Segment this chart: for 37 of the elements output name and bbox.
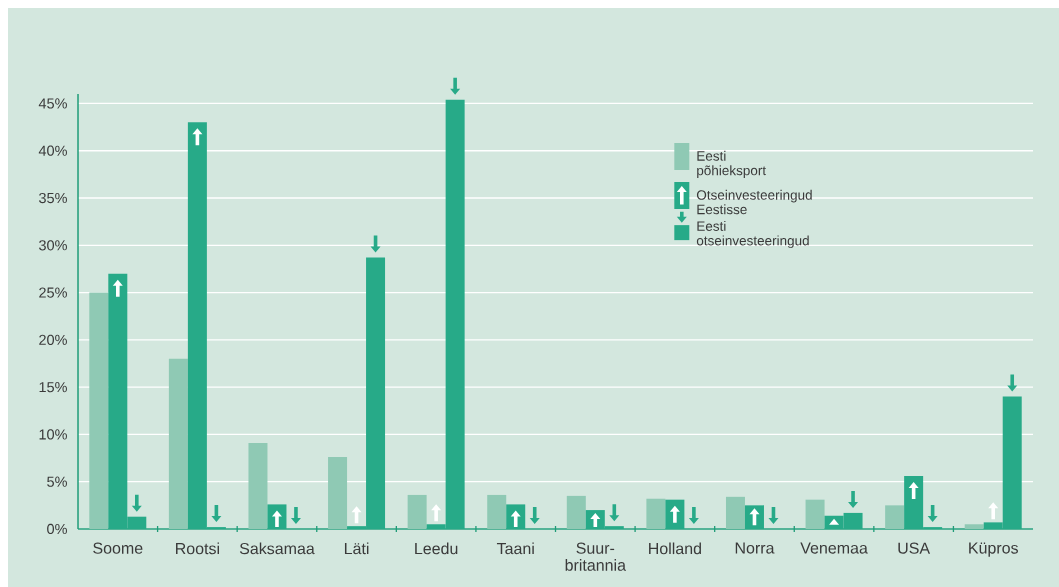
y-tick-label: 30% bbox=[39, 240, 67, 251]
x-tick-label: Saksamaa bbox=[239, 542, 315, 555]
bar bbox=[168, 358, 188, 529]
x-tick-label: Taani bbox=[496, 542, 534, 555]
x-tick-label: Norra bbox=[735, 542, 775, 554]
y-tick-label: 40% bbox=[38, 145, 67, 156]
y-tick-label: 20% bbox=[39, 334, 67, 345]
bar bbox=[328, 457, 348, 529]
x-tick-label: USA bbox=[898, 542, 931, 554]
x-tick-label: Küpros bbox=[969, 542, 1018, 557]
x-tick-label: Holland bbox=[649, 542, 701, 555]
bar bbox=[566, 495, 586, 529]
legend-label: Eesti põhieksport bbox=[697, 150, 766, 178]
x-tick-label: Soome bbox=[93, 542, 143, 554]
y-tick-label: 45% bbox=[38, 98, 67, 109]
y-tick-label: 5% bbox=[47, 476, 67, 487]
bar bbox=[407, 494, 427, 529]
bar bbox=[646, 498, 666, 529]
bar bbox=[487, 494, 507, 529]
bar bbox=[885, 505, 905, 529]
x-tick-label: Leedu bbox=[415, 542, 458, 555]
x-tick-label: Venemaa bbox=[800, 542, 868, 554]
bar bbox=[964, 524, 984, 529]
y-tick-label: 15% bbox=[39, 382, 67, 393]
legend-label: Eesti otseinvesteeringud bbox=[696, 220, 809, 249]
legend-label: Otseinvesteeringud Eestisse bbox=[696, 189, 812, 215]
y-tick-label: 0% bbox=[47, 523, 67, 535]
y-tick-label: 10% bbox=[39, 429, 67, 440]
x-tick-label: Rootsi bbox=[176, 542, 219, 555]
x-tick-label: Suur-britannia bbox=[565, 542, 626, 571]
bar bbox=[89, 292, 109, 529]
y-tick-label: 25% bbox=[39, 287, 67, 298]
bar bbox=[248, 442, 268, 529]
bar bbox=[805, 499, 825, 529]
y-tick-label: 35% bbox=[39, 192, 67, 204]
x-tick-label: Läti bbox=[344, 542, 369, 555]
bar bbox=[725, 496, 745, 529]
